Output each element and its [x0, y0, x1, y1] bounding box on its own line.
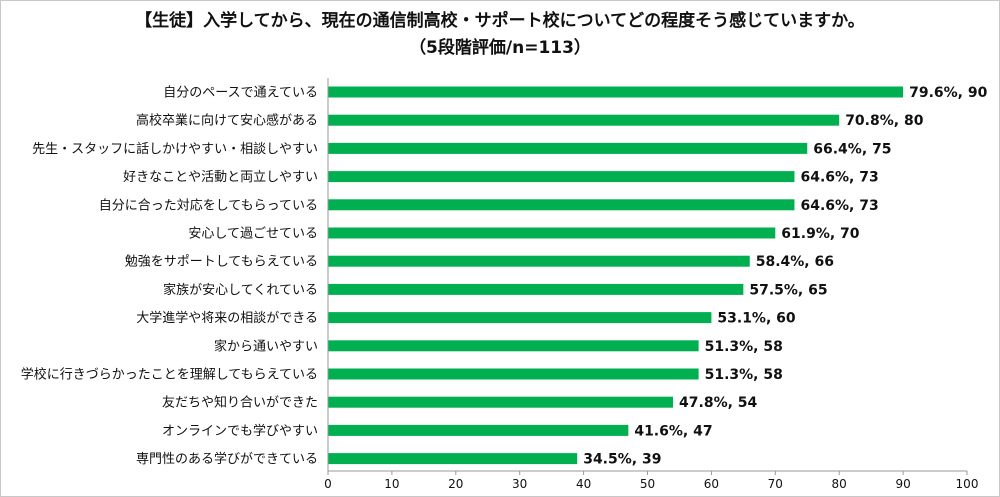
data-label: 58.4%, 66	[756, 254, 834, 270]
x-tick-label: 70	[768, 477, 783, 491]
data-label: 79.6%, 90	[909, 85, 988, 101]
x-ticks-group: 0 10 20 30 40 50 60 70 80 90 100	[324, 471, 978, 491]
category-label: 自分のペースで通えている	[163, 86, 318, 101]
category-label: 自分に合った対応をしてもらっている	[99, 198, 318, 213]
category-label: 学校に行きづらかったことを理解してもらえている	[21, 367, 318, 383]
x-tick-label: 90	[895, 477, 910, 491]
category-label: 家族が安心してくれている	[163, 282, 318, 298]
bar	[328, 340, 699, 352]
category-label: 勉強をサポートしてもらえている	[125, 255, 318, 270]
bar	[328, 424, 629, 436]
data-label: 64.6%, 73	[800, 170, 878, 186]
category-label: オンラインでも学びやすい	[162, 423, 318, 439]
data-label: 66.4%, 75	[813, 141, 891, 157]
x-tick-label: 40	[576, 477, 591, 491]
data-labels-group: 79.6%, 90 70.8%, 80 66.4%, 75 64.6%, 73 64.6…	[583, 85, 987, 468]
bar	[328, 142, 808, 154]
x-tick-label: 0	[324, 477, 332, 491]
bar	[328, 114, 840, 126]
chart-title: 【生徒】入学してから、現在の通信制高校・サポート校についてどの程度そう感じていま…	[135, 11, 865, 31]
x-tick-label: 20	[448, 477, 463, 491]
bar	[328, 283, 744, 295]
x-tick-label: 10	[384, 477, 399, 491]
bar	[328, 255, 750, 267]
category-label: 友だちや知り合いができた	[162, 395, 318, 411]
bar	[328, 453, 578, 465]
x-tick-label: 50	[640, 477, 655, 491]
data-label: 51.3%, 58	[705, 367, 783, 383]
chart-title-block: 【生徒】入学してから、現在の通信制高校・サポート校についてどの程度そう感じていま…	[0, 8, 1000, 62]
category-labels-group: 自分のペースで通えている高校卒業に向けて安心感がある先生・スタッフに話しかけやす…	[21, 86, 318, 468]
x-tick-label: 30	[512, 477, 527, 491]
bar	[328, 86, 904, 98]
data-label: 53.1%, 60	[717, 311, 796, 327]
data-label: 70.8%, 80	[845, 113, 924, 129]
data-label: 34.5%, 39	[583, 452, 661, 468]
category-label: 高校卒業に向けて安心感がある	[136, 113, 318, 129]
category-label: 先生・スタッフに話しかけやすい・相談しやすい	[32, 141, 318, 157]
bar	[328, 171, 795, 183]
bar	[328, 368, 699, 380]
category-label: 大学進学や将来の相談ができる	[136, 310, 318, 326]
data-label: 57.5%, 65	[749, 282, 827, 298]
chart-subtitle: （5段階評価/n=113）	[409, 38, 591, 58]
data-label: 64.6%, 73	[800, 198, 878, 214]
bar	[328, 199, 795, 211]
x-tick-label: 60	[704, 477, 719, 491]
bars-group	[328, 86, 904, 465]
x-tick-label: 100	[956, 477, 979, 491]
data-label: 51.3%, 58	[705, 339, 783, 355]
data-label: 47.8%, 54	[679, 395, 758, 411]
data-label: 41.6%, 47	[634, 423, 712, 439]
data-label: 61.9%, 70	[781, 226, 860, 242]
category-label: 専門性のある学びができている	[136, 451, 318, 467]
bar	[328, 227, 776, 239]
category-label: 好きなことや活動と両立しやすい	[123, 170, 318, 185]
category-label: 家から通いやすい	[214, 338, 318, 354]
bar	[328, 312, 712, 324]
x-tick-label: 80	[832, 477, 847, 491]
category-label: 安心して過ごせている	[188, 226, 318, 242]
bar	[328, 396, 674, 408]
